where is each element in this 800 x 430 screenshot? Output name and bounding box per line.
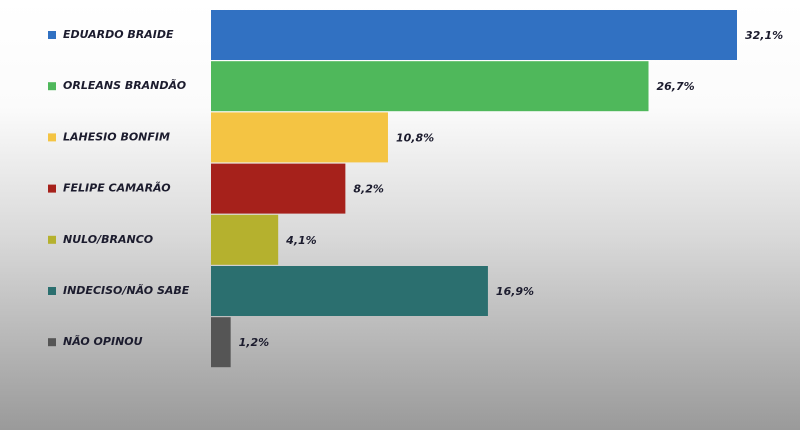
legend-swatch [48,82,56,91]
legend-swatch [48,31,56,39]
bar [211,317,231,368]
bar [211,214,279,265]
category-label: NÃO OPINOU [63,335,143,348]
category-label: FELIPE CAMARÃO [63,182,171,195]
value-label: 10,8% [396,131,434,144]
value-label: 16,9% [496,285,534,298]
category-label: NULO/BRANCO [63,233,153,246]
category-label: ORLEANS BRANDÃO [63,79,186,92]
legend-swatch [48,338,56,347]
value-label: 1,2% [239,336,270,349]
legend-swatch [48,287,56,295]
bar [211,10,737,60]
bar [211,266,488,316]
bar [211,61,649,112]
category-label: INDECISO/NÃO SABE [63,284,190,297]
bar [211,163,346,214]
bar [211,112,388,163]
legend-swatch [48,184,56,193]
legend-swatch [48,133,56,142]
legend-swatch [48,235,56,244]
value-label: 4,1% [285,234,317,247]
category-label: EDUARDO BRAIDE [63,28,174,41]
value-label: 26,7% [657,80,695,93]
category-label: LAHESIO BONFIM [63,130,170,143]
value-label: 8,2% [353,183,384,196]
value-label: 32,1% [745,29,783,42]
